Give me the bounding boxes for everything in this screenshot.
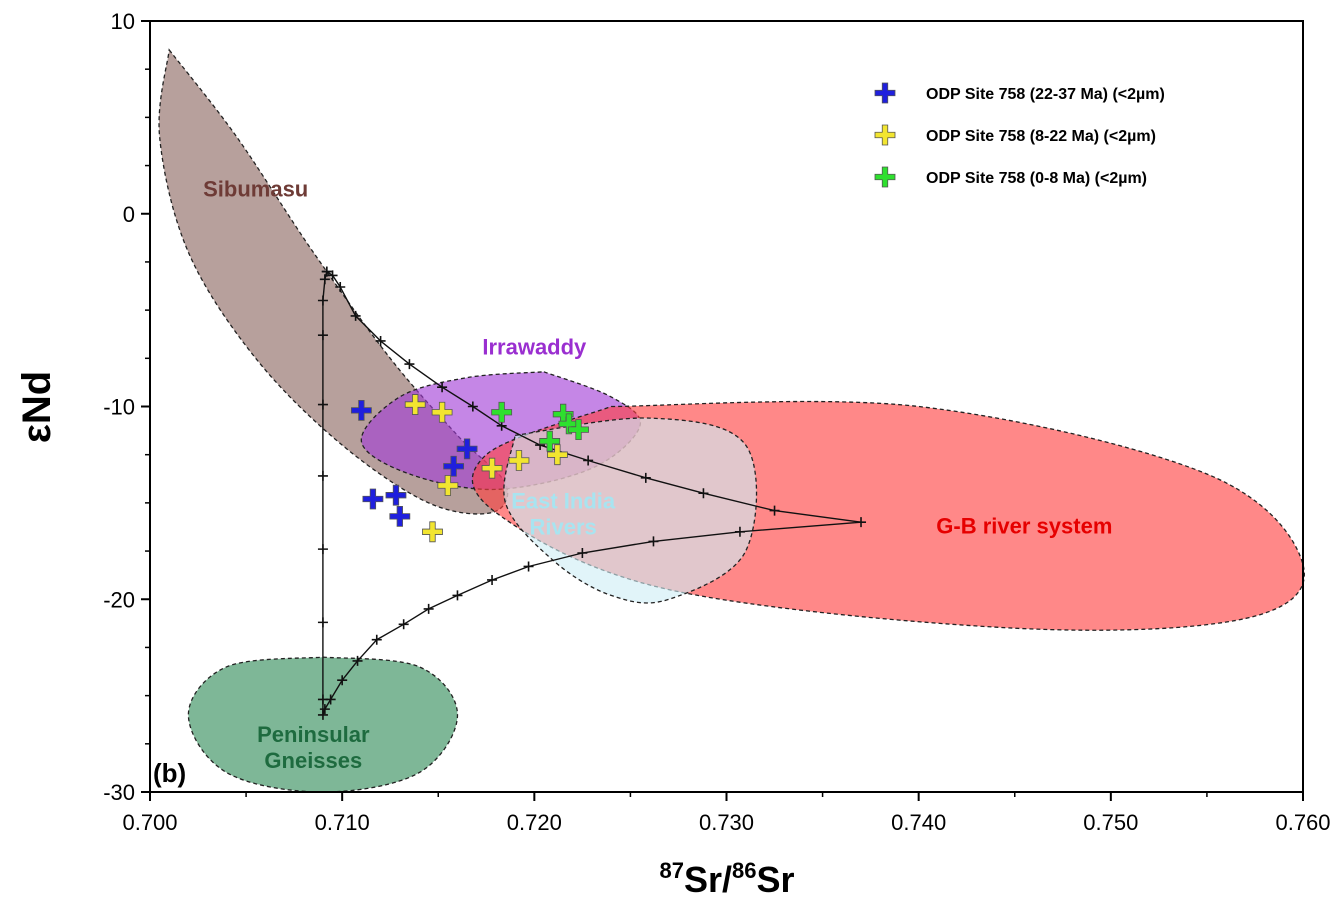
legend-label-1: ODP Site 758 (22-37 Ma) (<2µm) — [926, 86, 1165, 103]
data-points — [350, 394, 589, 543]
x-tick-label: 0.710 — [315, 810, 370, 835]
mixing-curve-marker — [452, 590, 463, 601]
mixing-curve-marker — [317, 694, 328, 705]
x-tick-label: 0.700 — [122, 810, 177, 835]
panel-label: (b) — [153, 758, 186, 788]
x-tick-label: 0.730 — [699, 810, 754, 835]
mixing-curve-marker — [317, 709, 328, 720]
mixing-curve-marker — [317, 617, 328, 628]
y-tick-label: -20 — [103, 587, 135, 612]
mixing-curve-marker — [404, 359, 415, 370]
data-point-series-2 — [404, 394, 426, 415]
region-labels: Sibumasu Irrawaddy G-B river system East In… — [203, 176, 1112, 772]
x-tick-label: 0.740 — [891, 810, 946, 835]
data-point-series-2 — [431, 401, 453, 423]
mixing-curve-marker — [317, 544, 328, 555]
x-axis-title: 87Sr/86Sr — [659, 858, 794, 900]
x-title-base2: Sr — [756, 859, 794, 900]
mixing-curve-marker — [317, 470, 328, 481]
mixing-curve-marker — [640, 472, 651, 483]
mixing-curve-marker — [321, 266, 332, 277]
region-label-line1: Sibumasu — [203, 176, 308, 201]
mixing-curve-marker — [856, 517, 867, 528]
mixing-curve-marker — [317, 330, 328, 341]
data-point-series-2 — [546, 444, 568, 466]
mixing-curve-marker — [317, 295, 328, 306]
y-title-symbol: ε — [15, 424, 59, 443]
y-tick-label: 10 — [111, 9, 135, 34]
mixing-curve — [317, 266, 867, 720]
x-title-sup2: 86 — [732, 858, 756, 883]
data-point-series-1 — [389, 505, 411, 527]
region-label-line1: G-B river system — [936, 514, 1112, 539]
x-tick-label: 0.760 — [1275, 810, 1330, 835]
x-title-base1: Sr/ — [684, 859, 732, 900]
legend-marker-1 — [874, 82, 896, 104]
mixing-curve-marker — [371, 634, 382, 645]
data-point-series-1 — [456, 438, 478, 460]
data-point-series-1 — [350, 399, 372, 421]
mixing-curve-marker — [467, 401, 478, 412]
mixing-curve-marker — [319, 274, 330, 285]
y-tick-label: -10 — [103, 395, 135, 420]
region-label-line2: Gneisses — [264, 748, 362, 773]
mixing-curve-line — [322, 271, 862, 716]
mixing-curve-marker — [423, 603, 434, 614]
mixing-curve-marker — [734, 526, 745, 537]
data-point-series-3 — [568, 419, 589, 441]
mixing-curve-marker — [352, 655, 363, 666]
mixing-curve-marker — [583, 455, 594, 466]
x-tick-label: 0.750 — [1083, 810, 1138, 835]
data-point-series-1 — [362, 488, 384, 510]
mixing-curve-marker — [317, 399, 328, 410]
mixing-curve-marker — [398, 619, 409, 630]
mixing-curve-marker — [327, 270, 338, 281]
legend-marker-3 — [874, 166, 896, 188]
data-point-series-1 — [385, 484, 407, 506]
mixing-curve-marker — [487, 574, 498, 585]
mixing-curve-marker — [319, 704, 330, 715]
region-label-line2: Rivers — [530, 515, 597, 540]
legend-label-3: ODP Site 758 (0-8 Ma) (<2µm) — [926, 170, 1147, 187]
mixing-curve-marker — [375, 335, 386, 346]
y-tick-label: 0 — [123, 202, 135, 227]
source-regions — [158, 48, 1305, 793]
legend: ODP Site 758 (22-37 Ma) (<2µm) ODP Site 7… — [874, 82, 1165, 188]
region-label-line1: Irrawaddy — [482, 334, 587, 359]
mixing-curve-marker — [335, 281, 346, 292]
x-tick-label: 0.720 — [507, 810, 562, 835]
mixing-curve-marker — [769, 505, 780, 516]
y-axis-title: εNd — [15, 371, 59, 443]
legend-marker-2 — [874, 124, 896, 146]
region-label-line1: Peninsular — [257, 722, 370, 747]
region-label-peninsular: Peninsular Gneisses — [257, 722, 370, 773]
data-point-series-2 — [437, 475, 459, 496]
mixing-curve-marker — [437, 382, 448, 393]
data-point-series-3 — [539, 430, 561, 452]
mixing-curve-marker — [350, 310, 361, 321]
mixing-curve-marker — [523, 561, 534, 572]
data-point-series-2 — [508, 450, 530, 471]
mixing-curve-marker — [648, 536, 659, 547]
y-tick-label: -30 — [103, 780, 135, 805]
data-point-series-3 — [558, 413, 580, 435]
region-label-irrawaddy: Irrawaddy — [482, 334, 587, 359]
region-label-sibumasu: Sibumasu — [203, 176, 308, 201]
region-label-g-b-river-system: G-B river system — [936, 514, 1112, 539]
data-point-series-1 — [443, 455, 465, 477]
data-point-series-2 — [481, 457, 503, 479]
data-point-series-2 — [422, 521, 443, 543]
mixing-curve-marker — [698, 488, 709, 499]
legend-label-2: ODP Site 758 (8-22 Ma) (<2µm) — [926, 128, 1156, 145]
region-label-line1: East India — [511, 489, 616, 514]
mixing-curve-marker — [577, 547, 588, 558]
x-title-sup1: 87 — [659, 858, 683, 883]
axes: 0.700 0.710 0.720 0.730 0.740 0.750 0.760 10 0 -1… — [103, 9, 1330, 835]
y-title-text: Nd — [15, 371, 59, 424]
region-label-east-india: East India Rivers — [511, 489, 616, 540]
mixing-curve-marker — [337, 675, 348, 686]
data-point-series-3 — [491, 401, 513, 423]
